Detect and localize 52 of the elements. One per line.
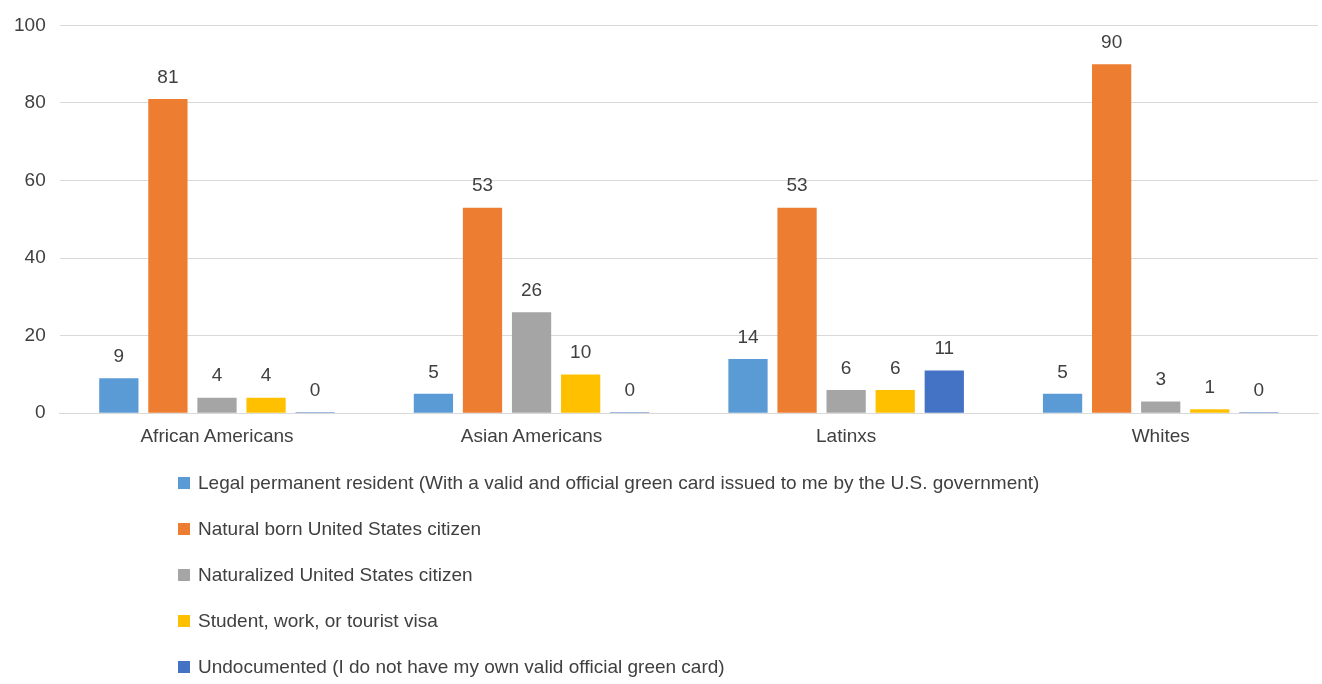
legend-label: Natural born United States citizen xyxy=(198,518,482,540)
bar xyxy=(99,378,139,413)
bar xyxy=(826,389,866,413)
bar xyxy=(728,358,768,413)
bar xyxy=(777,207,817,413)
y-tick-label: 60 xyxy=(24,168,46,190)
bar xyxy=(1092,64,1132,413)
data-label: 53 xyxy=(471,174,494,196)
data-label: 81 xyxy=(157,65,179,87)
data-label: 4 xyxy=(260,364,272,386)
data-label: 3 xyxy=(1155,368,1166,390)
legend-label: Naturalized United States citizen xyxy=(198,564,473,586)
bar xyxy=(561,374,601,413)
data-label: 0 xyxy=(309,378,321,400)
data-label: 10 xyxy=(570,341,592,363)
data-label: 9 xyxy=(113,345,125,367)
data-label: 0 xyxy=(1253,378,1265,400)
data-label: 6 xyxy=(840,356,852,378)
bar xyxy=(413,393,454,413)
data-label: 5 xyxy=(1057,360,1068,382)
data-label: 1 xyxy=(1204,376,1216,398)
bar xyxy=(1190,409,1230,413)
y-tick-label: 20 xyxy=(24,323,46,345)
bar xyxy=(148,99,188,413)
legend-label: Legal permanent resident (With a valid and official green card issued to me by the U.S. government) xyxy=(198,472,1040,494)
y-tick-label: 40 xyxy=(24,246,46,268)
bar xyxy=(511,312,552,413)
legend-label: Student, work, or tourist visa xyxy=(198,610,438,632)
y-tick-label: 80 xyxy=(24,91,46,113)
bar xyxy=(1042,393,1083,413)
x-tick-label: Asian Americans xyxy=(460,424,603,446)
data-label: 26 xyxy=(520,279,543,301)
data-label: 53 xyxy=(786,174,808,196)
bar xyxy=(1141,401,1181,413)
data-label: 5 xyxy=(428,360,439,382)
x-tick-label: Latinxs xyxy=(816,424,877,446)
bar xyxy=(246,397,286,413)
data-label: 4 xyxy=(211,364,223,386)
y-tick-label: 0 xyxy=(35,401,46,423)
bar xyxy=(462,207,503,413)
bar xyxy=(197,397,237,413)
legend-label: Undocumented (I do not have my own valid official green card) xyxy=(198,656,725,678)
x-tick-label: Whites xyxy=(1131,424,1190,446)
x-tick-label: African Americans xyxy=(140,424,294,446)
data-label: 14 xyxy=(737,325,759,347)
data-label: 0 xyxy=(624,378,635,400)
data-label: 11 xyxy=(934,337,955,359)
bar xyxy=(924,370,964,413)
data-label: 6 xyxy=(889,356,901,378)
data-label: 90 xyxy=(1101,30,1123,52)
y-tick-label: 100 xyxy=(14,13,46,35)
bar xyxy=(875,389,915,413)
